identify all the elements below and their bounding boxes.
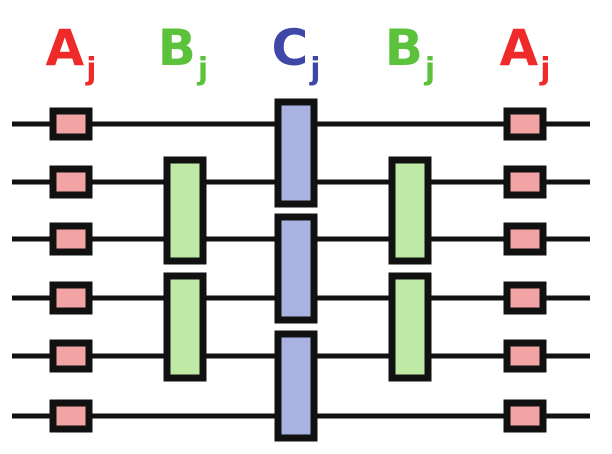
gate-c-col3-10 [274, 213, 318, 324]
gate-b-col2-8 [163, 272, 207, 382]
gate-a-col1-3 [49, 222, 93, 256]
gate-a-col1-1 [49, 107, 93, 141]
column-label-a-left: Aj [26, 18, 116, 100]
gate-a-col5-16 [503, 222, 547, 256]
gate-a-col1-6 [49, 399, 93, 433]
column-letter: B [384, 19, 423, 77]
gate-a-col5-18 [503, 339, 547, 373]
gate-a-col5-17 [503, 281, 547, 315]
column-letter: B [157, 19, 196, 77]
column-letter: A [45, 19, 85, 77]
column-label-b-right: Bj [365, 18, 455, 100]
column-letter: C [271, 19, 309, 77]
gate-b-col4-12 [388, 156, 432, 265]
column-label-c-center: Cj [251, 18, 341, 100]
column-subscript: j [540, 52, 551, 87]
gate-a-col1-5 [49, 339, 93, 373]
column-subscript: j [310, 52, 321, 87]
column-label-a-right: Aj [480, 18, 570, 100]
gate-a-col5-15 [503, 165, 547, 199]
gate-c-col3-9 [274, 98, 318, 208]
gate-a-col5-14 [503, 107, 547, 141]
gate-b-col4-13 [388, 272, 432, 382]
column-subscript: j [197, 52, 209, 87]
column-letter: A [499, 19, 539, 77]
gate-c-col3-11 [274, 330, 318, 442]
gate-a-col5-19 [503, 399, 547, 433]
gate-b-col2-7 [163, 156, 207, 265]
gate-a-col1-2 [49, 165, 93, 199]
column-subscript: j [86, 52, 97, 87]
column-label-b-left: Bj [138, 18, 228, 100]
column-subscript: j [424, 52, 436, 87]
gate-a-col1-4 [49, 281, 93, 315]
gates-group [49, 98, 547, 442]
